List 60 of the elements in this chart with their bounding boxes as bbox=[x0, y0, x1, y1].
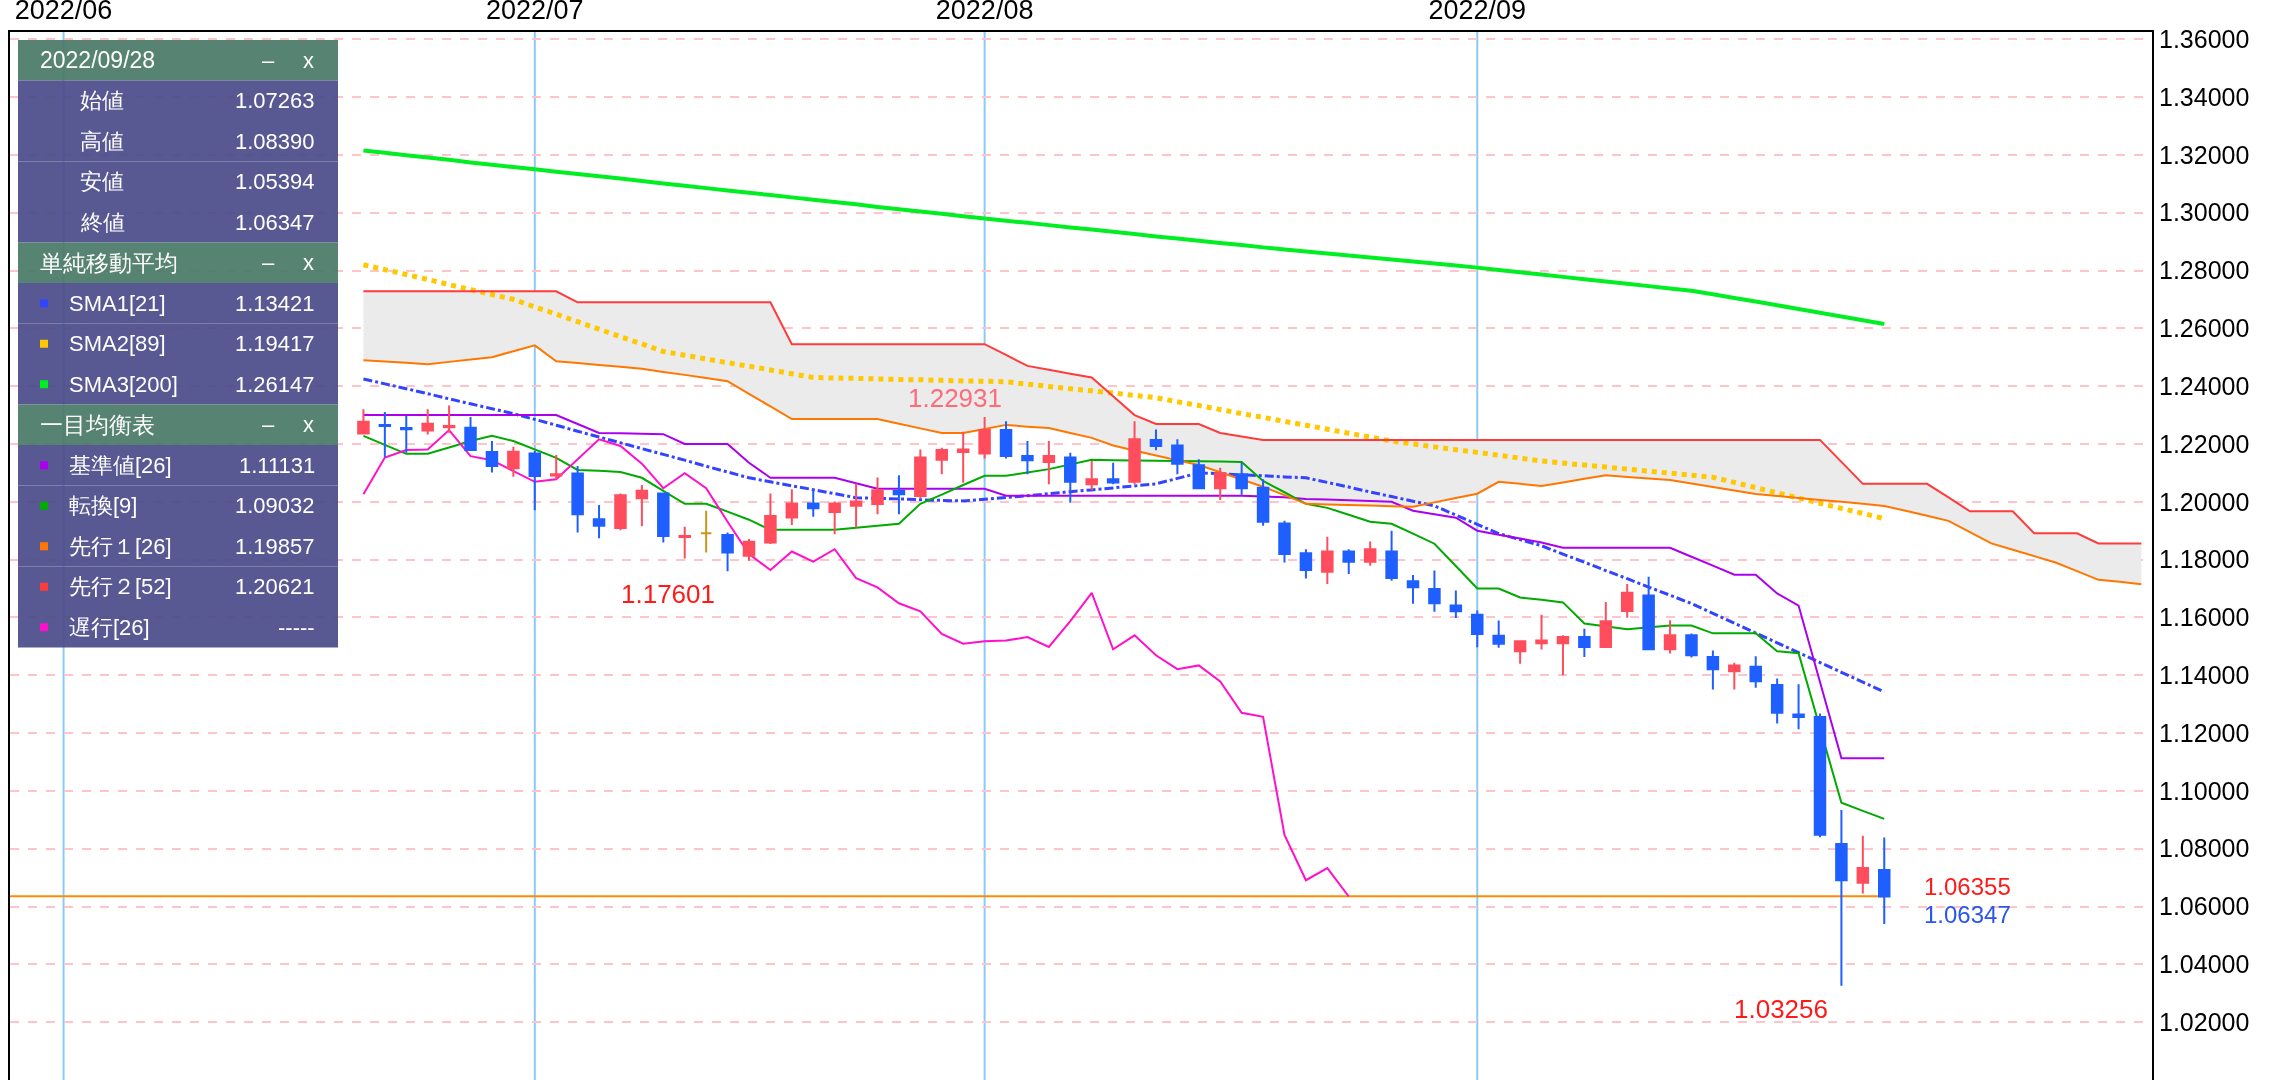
text: x bbox=[303, 412, 314, 437]
y-tick-label: 1.32000 bbox=[2159, 140, 2250, 169]
y-tick-label: 1.12000 bbox=[2159, 718, 2250, 747]
ref-line-label: 1.06355 bbox=[1924, 873, 2011, 900]
annotation: 1.06347 bbox=[1924, 901, 2011, 928]
annotation: 単純移動平均 bbox=[40, 250, 178, 276]
text: x bbox=[303, 250, 314, 275]
annotation: 1.03256 bbox=[1734, 994, 1828, 1024]
annotation: 1.22931 bbox=[908, 383, 1002, 413]
legend-label: SMA1[21] bbox=[69, 291, 166, 316]
y-tick-label: 1.30000 bbox=[2159, 198, 2250, 227]
annotation: 1.19857 bbox=[235, 534, 315, 559]
legend-label: SMA3[200] bbox=[69, 372, 178, 397]
x-tick-label: 2022/06 bbox=[14, 0, 113, 26]
annotation: 1.07263 bbox=[235, 88, 315, 113]
annotation: 1.17601 bbox=[621, 579, 715, 609]
annotation: 2022/09/28 bbox=[40, 47, 156, 73]
legend-label: 転換[9] bbox=[69, 493, 138, 518]
y-tick-label: 1.26000 bbox=[2159, 314, 2250, 343]
y-tick-label: 1.16000 bbox=[2159, 603, 2250, 632]
legend-label: SMA2[89] bbox=[69, 331, 166, 356]
legend-label: 先行２[52] bbox=[69, 574, 172, 599]
annotation: x bbox=[303, 48, 314, 73]
annotation: 1.05394 bbox=[235, 169, 315, 194]
x-tick-label: 2022/07 bbox=[485, 0, 584, 26]
annotation: 1.20621 bbox=[235, 574, 315, 599]
annotation: 安値 bbox=[80, 169, 124, 194]
y-tick-label: 1.14000 bbox=[2159, 661, 2250, 690]
annotation: 1.08390 bbox=[235, 129, 315, 154]
annotation: 始値 bbox=[80, 88, 124, 113]
annotation: ----- bbox=[278, 615, 315, 640]
y-tick-label: 1.36000 bbox=[2159, 24, 2250, 53]
annotation: 終値 bbox=[80, 210, 125, 235]
annotation: 高値 bbox=[80, 129, 124, 154]
legend-label: 基準値[26] bbox=[69, 453, 172, 478]
y-tick-label: 1.20000 bbox=[2159, 487, 2250, 516]
annotation: 1.09032 bbox=[235, 493, 315, 518]
y-tick-label: 1.02000 bbox=[2159, 1007, 2250, 1036]
y-tick-label: 1.08000 bbox=[2159, 834, 2250, 863]
y-tick-label: 1.34000 bbox=[2159, 82, 2250, 111]
annotation: 1.11131 bbox=[239, 453, 316, 478]
text: – bbox=[262, 412, 275, 437]
y-tick-label: 1.06000 bbox=[2159, 892, 2250, 921]
annotation: 1.19417 bbox=[235, 331, 315, 356]
annotation: – bbox=[262, 48, 275, 73]
x-tick-label: 2022/09 bbox=[1428, 0, 1527, 26]
legend-label: 遅行[26] bbox=[69, 615, 150, 640]
y-tick-label: 1.24000 bbox=[2159, 371, 2250, 400]
x-tick-label: 2022/08 bbox=[935, 0, 1034, 26]
annotation: 一目均衡表 bbox=[40, 412, 155, 438]
y-tick-label: 1.18000 bbox=[2159, 545, 2250, 574]
y-tick-label: 1.10000 bbox=[2159, 776, 2250, 805]
y-tick-label: 1.04000 bbox=[2159, 950, 2250, 979]
legend-label: 先行１[26] bbox=[69, 534, 172, 559]
y-tick-label: 1.22000 bbox=[2159, 429, 2250, 458]
annotation: 1.13421 bbox=[235, 291, 315, 316]
y-tick-label: 1.28000 bbox=[2159, 256, 2250, 285]
text: – bbox=[262, 250, 275, 275]
annotation: 1.06347 bbox=[235, 210, 315, 235]
annotation: 1.26147 bbox=[235, 372, 315, 397]
